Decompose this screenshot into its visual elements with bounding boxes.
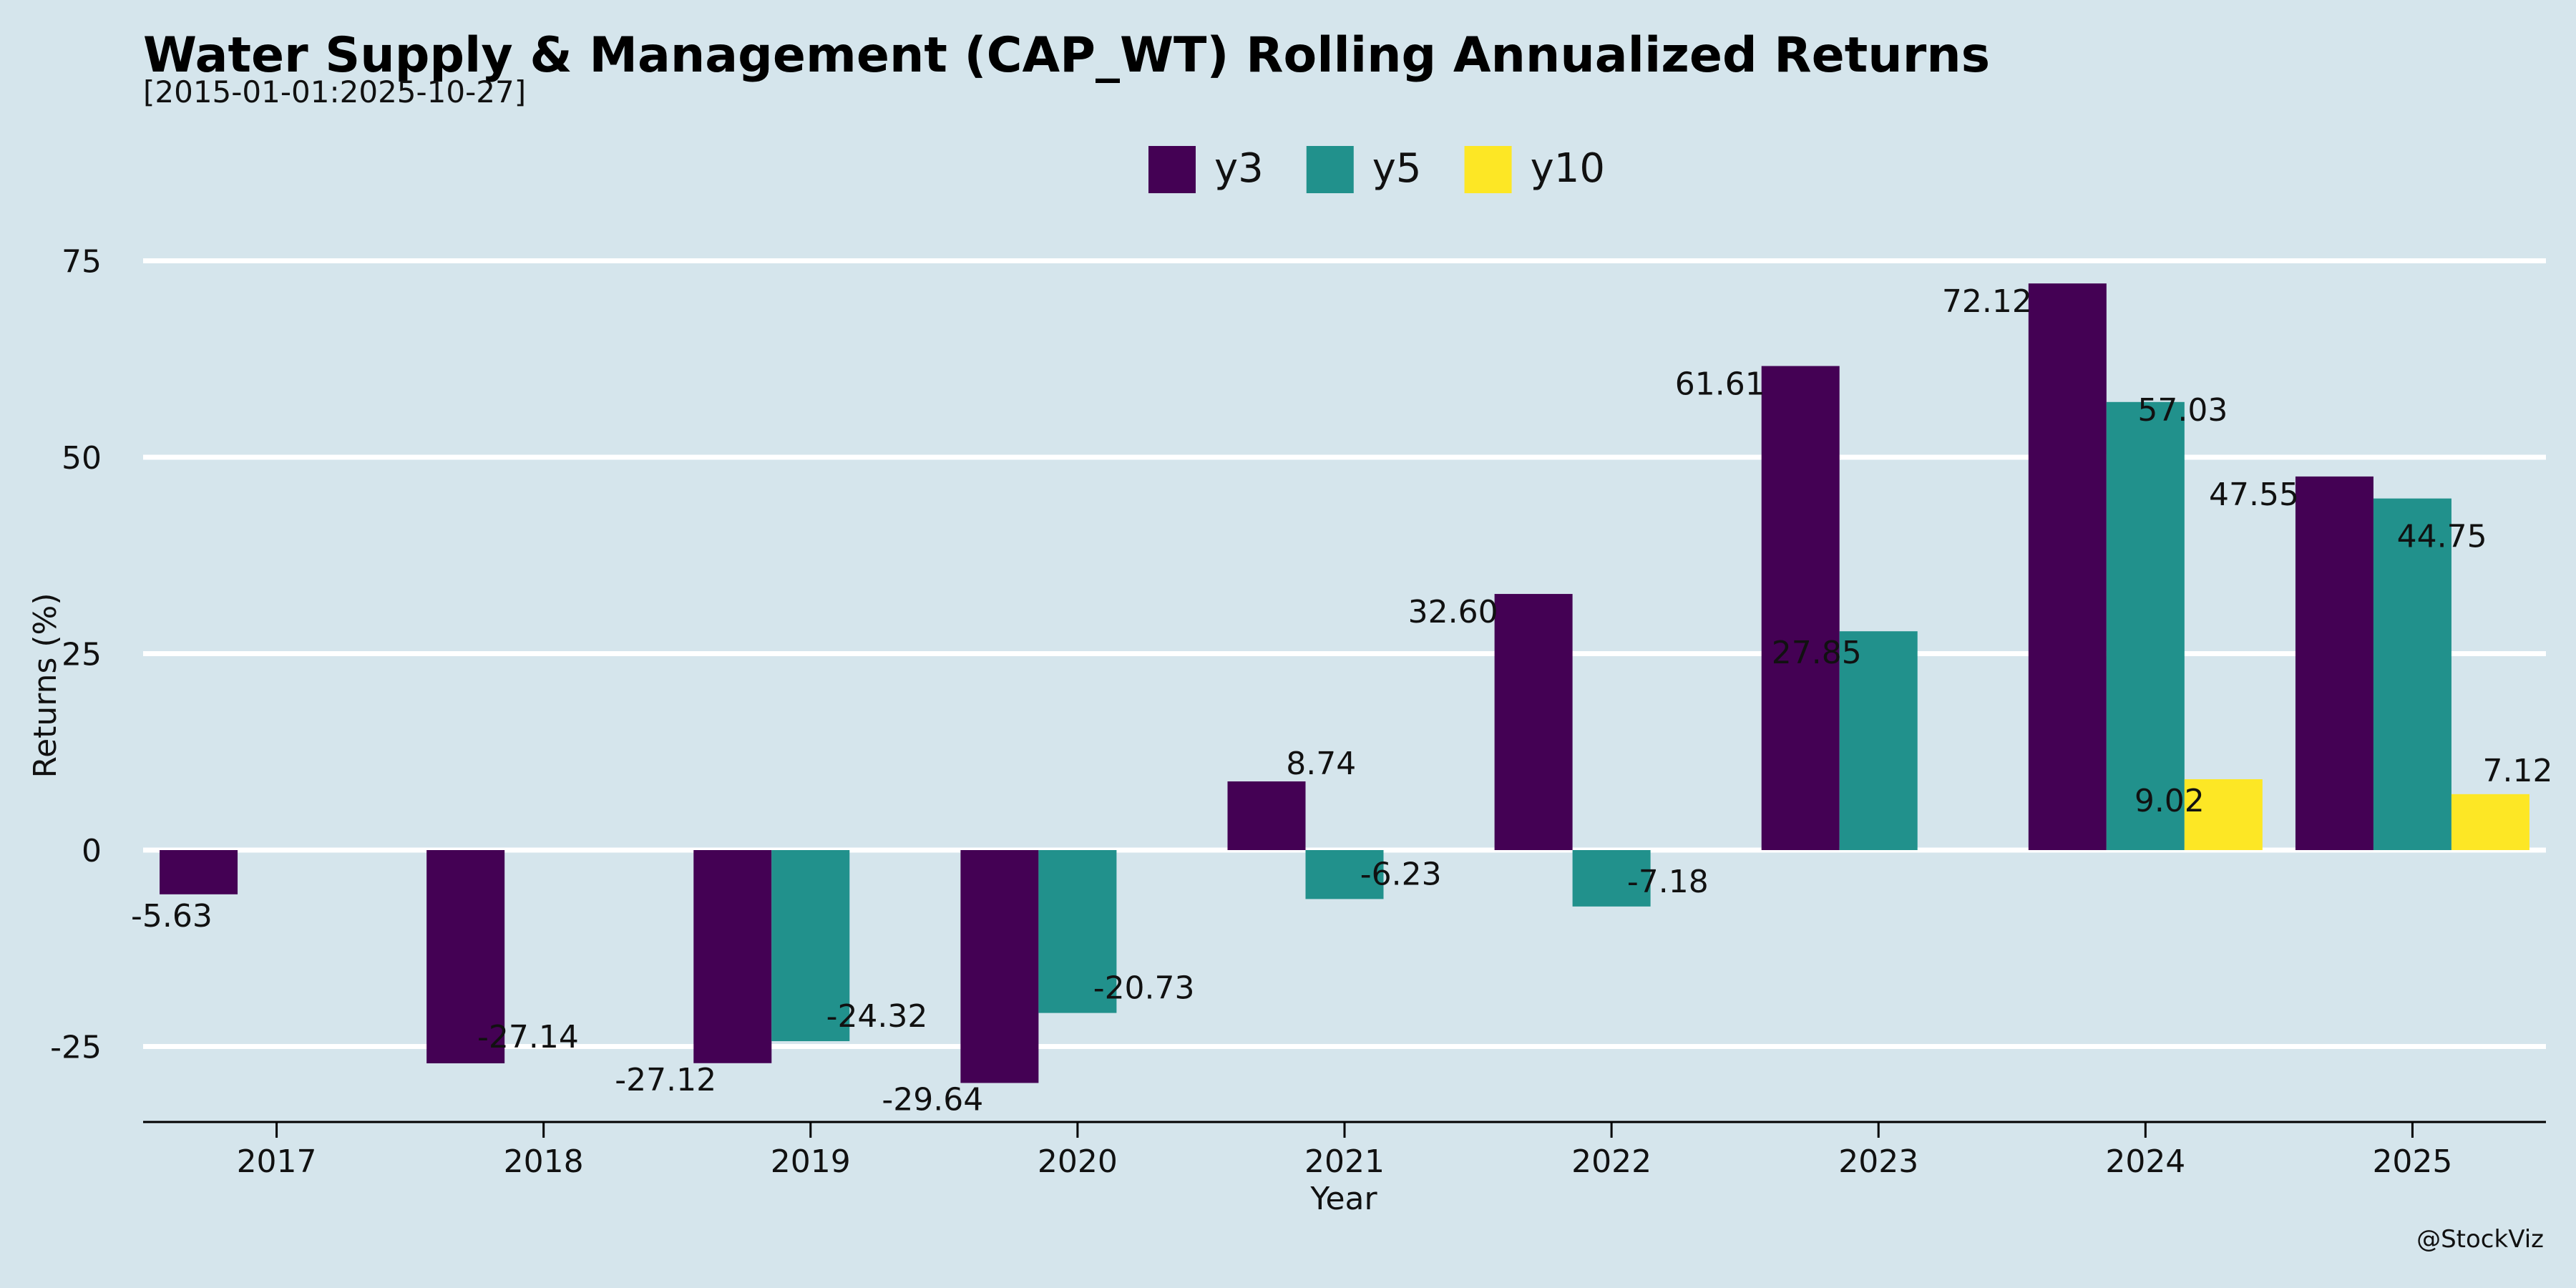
y-tick-label: 25 xyxy=(62,637,102,673)
bar-y5-2022 xyxy=(1572,850,1651,907)
bar-y3-2021 xyxy=(1227,781,1306,850)
bar-y5-2025 xyxy=(2373,498,2451,850)
bar-label-y3-2020: -29.64 xyxy=(882,1081,983,1118)
legend-label-y10: y10 xyxy=(1531,145,1605,192)
bar-label-y10-2025: 7.12 xyxy=(2483,753,2553,789)
bar-y3-2017 xyxy=(160,850,238,894)
bar-y3-2022 xyxy=(1494,594,1573,850)
bar-label-y3-2025: 47.55 xyxy=(2209,477,2299,513)
y-tick-label: -25 xyxy=(50,1030,102,1066)
x-tick-label: 2019 xyxy=(771,1143,851,1180)
legend-label-y3: y3 xyxy=(1214,145,1264,192)
bar-y5-2024 xyxy=(2106,401,2185,850)
chart-title: Water Supply & Management (CAP_WT) Rolli… xyxy=(143,27,1990,84)
x-tick-label: 2023 xyxy=(1838,1143,1918,1180)
bar-y3-2020 xyxy=(960,850,1039,1083)
bar-label-y3-2019: -27.12 xyxy=(615,1062,716,1098)
bar-y10-2025 xyxy=(2451,794,2529,850)
bar-label-y5-2022: -7.18 xyxy=(1627,864,1709,900)
bar-label-y5-2023: 27.85 xyxy=(1772,635,1862,671)
y-tick-labels: -25 0 25 50 75 xyxy=(50,244,102,1066)
bar-label-y5-2020: -20.73 xyxy=(1093,970,1195,1007)
bar-label-y3-2022: 32.60 xyxy=(1408,594,1498,630)
bar-y3-2018 xyxy=(426,850,505,1063)
y-axis-label: Returns (%) xyxy=(27,592,64,778)
legend: y3 y5 y10 xyxy=(1148,145,1605,193)
bar-label-y3-2018: -27.14 xyxy=(477,1019,579,1055)
x-axis: 2017 2018 2019 2020 2021 2022 2023 2024 2025 xyxy=(143,1121,2546,1180)
x-tick-label: 2025 xyxy=(2372,1143,2452,1180)
bars xyxy=(160,283,2529,1083)
bar-y5-2019 xyxy=(771,850,850,1042)
credit-label: @StockViz xyxy=(2416,1225,2544,1254)
bar-label-y5-2024: 57.03 xyxy=(2137,392,2228,429)
x-tick-label: 2022 xyxy=(1571,1143,1652,1180)
bar-label-y3-2024: 72.12 xyxy=(1942,283,2032,320)
bar-labels: -5.63 -27.14 -27.12 -29.64 8.74 32.60 61.61 72.… xyxy=(131,283,2552,1118)
y-tick-label: 50 xyxy=(62,440,102,477)
legend-label-y5: y5 xyxy=(1372,145,1422,192)
x-tick-label: 2018 xyxy=(504,1143,584,1180)
bar-label-y5-2025: 44.75 xyxy=(2397,519,2487,555)
legend-swatch-y10 xyxy=(1464,146,1512,193)
x-tick-label: 2021 xyxy=(1304,1143,1385,1180)
bar-y3-2025 xyxy=(2295,476,2373,850)
x-axis-label: Year xyxy=(1309,1181,1377,1217)
bar-y3-2024 xyxy=(2028,283,2107,850)
bar-label-y3-2023: 61.61 xyxy=(1675,366,1765,403)
bar-label-y5-2021: -6.23 xyxy=(1360,856,1442,892)
bar-label-y3-2021: 8.74 xyxy=(1286,746,1356,782)
bar-y5-2023 xyxy=(1839,631,1918,850)
bar-y10-2024 xyxy=(2184,779,2263,850)
x-tick-label: 2020 xyxy=(1038,1143,1118,1180)
bar-y3-2019 xyxy=(693,850,772,1063)
bar-y5-2020 xyxy=(1038,850,1117,1013)
bar-y5-2021 xyxy=(1305,850,1384,899)
bar-label-y10-2024: 9.02 xyxy=(2135,783,2205,819)
bar-y3-2023 xyxy=(1761,366,1840,850)
chart-subtitle: [2015-01-01:2025-10-27] xyxy=(143,74,526,109)
legend-swatch-y5 xyxy=(1306,146,1354,193)
bar-label-y3-2017: -5.63 xyxy=(131,898,213,935)
x-tick-label: 2017 xyxy=(237,1143,317,1180)
legend-swatch-y3 xyxy=(1148,146,1196,193)
x-tick-label: 2024 xyxy=(2105,1143,2185,1180)
y-tick-label: 75 xyxy=(62,244,102,280)
y-tick-label: 0 xyxy=(82,833,102,869)
bar-label-y5-2019: -24.32 xyxy=(826,998,928,1035)
